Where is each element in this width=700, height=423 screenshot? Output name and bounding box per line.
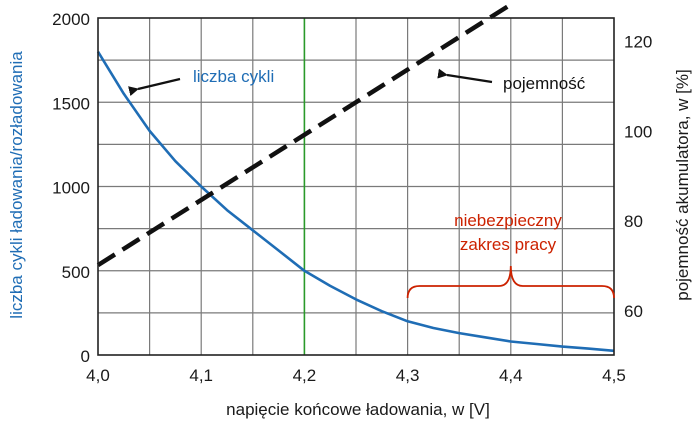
x-tick-label: 4,2 (293, 366, 317, 385)
right-y-tick-label: 100 (624, 122, 652, 141)
capacity-label-arrow (437, 68, 493, 84)
right-y-tick-label: 80 (624, 212, 643, 231)
right-y-axis-title: pojemność akumulatora, w [%] (673, 69, 692, 301)
right-y-tick-label: 120 (624, 32, 652, 51)
left-y-tick-label: 500 (62, 263, 90, 282)
x-tick-label: 4,4 (499, 366, 523, 385)
annotations: liczba cykli pojemność niebezpieczny zakres… (128, 67, 615, 299)
cycles-series-label: liczba cykli (193, 67, 274, 86)
plot-frame (97, 17, 615, 356)
series-layer (96, 2, 615, 353)
capacity-series-label: pojemność (503, 74, 586, 93)
series-cycles-line (96, 51, 615, 353)
left-y-tick-label: 2000 (52, 10, 90, 29)
danger-zone-label-line1: niebezpieczny (454, 211, 562, 230)
series-capacity-line (96, 2, 513, 268)
danger-zone-brace (406, 265, 615, 299)
x-tick-label: 4,1 (189, 366, 213, 385)
x-tick-label: 4,3 (396, 366, 420, 385)
danger-zone-label-line2: zakres pracy (460, 235, 557, 254)
right-y-tick-label: 60 (624, 302, 643, 321)
x-axis-title: napięcie końcowe ładowania, w [V] (226, 400, 490, 419)
x-tick-label: 4,5 (602, 366, 626, 385)
left-y-axis-title: liczba cykli ładowania/rozładowania (7, 51, 26, 319)
grid (98, 18, 614, 355)
cycles-label-arrow (128, 77, 181, 96)
left-y-tick-label: 0 (81, 347, 90, 366)
x-tick-label: 4,0 (86, 366, 110, 385)
left-y-tick-label: 1000 (52, 179, 90, 198)
plot-border (97, 17, 615, 356)
left-y-tick-label: 1500 (52, 94, 90, 113)
tick-labels: 4,0 4,1 4,2 4,3 4,4 4,5 0 500 1000 1500 2000 60 80 10… (52, 10, 652, 385)
